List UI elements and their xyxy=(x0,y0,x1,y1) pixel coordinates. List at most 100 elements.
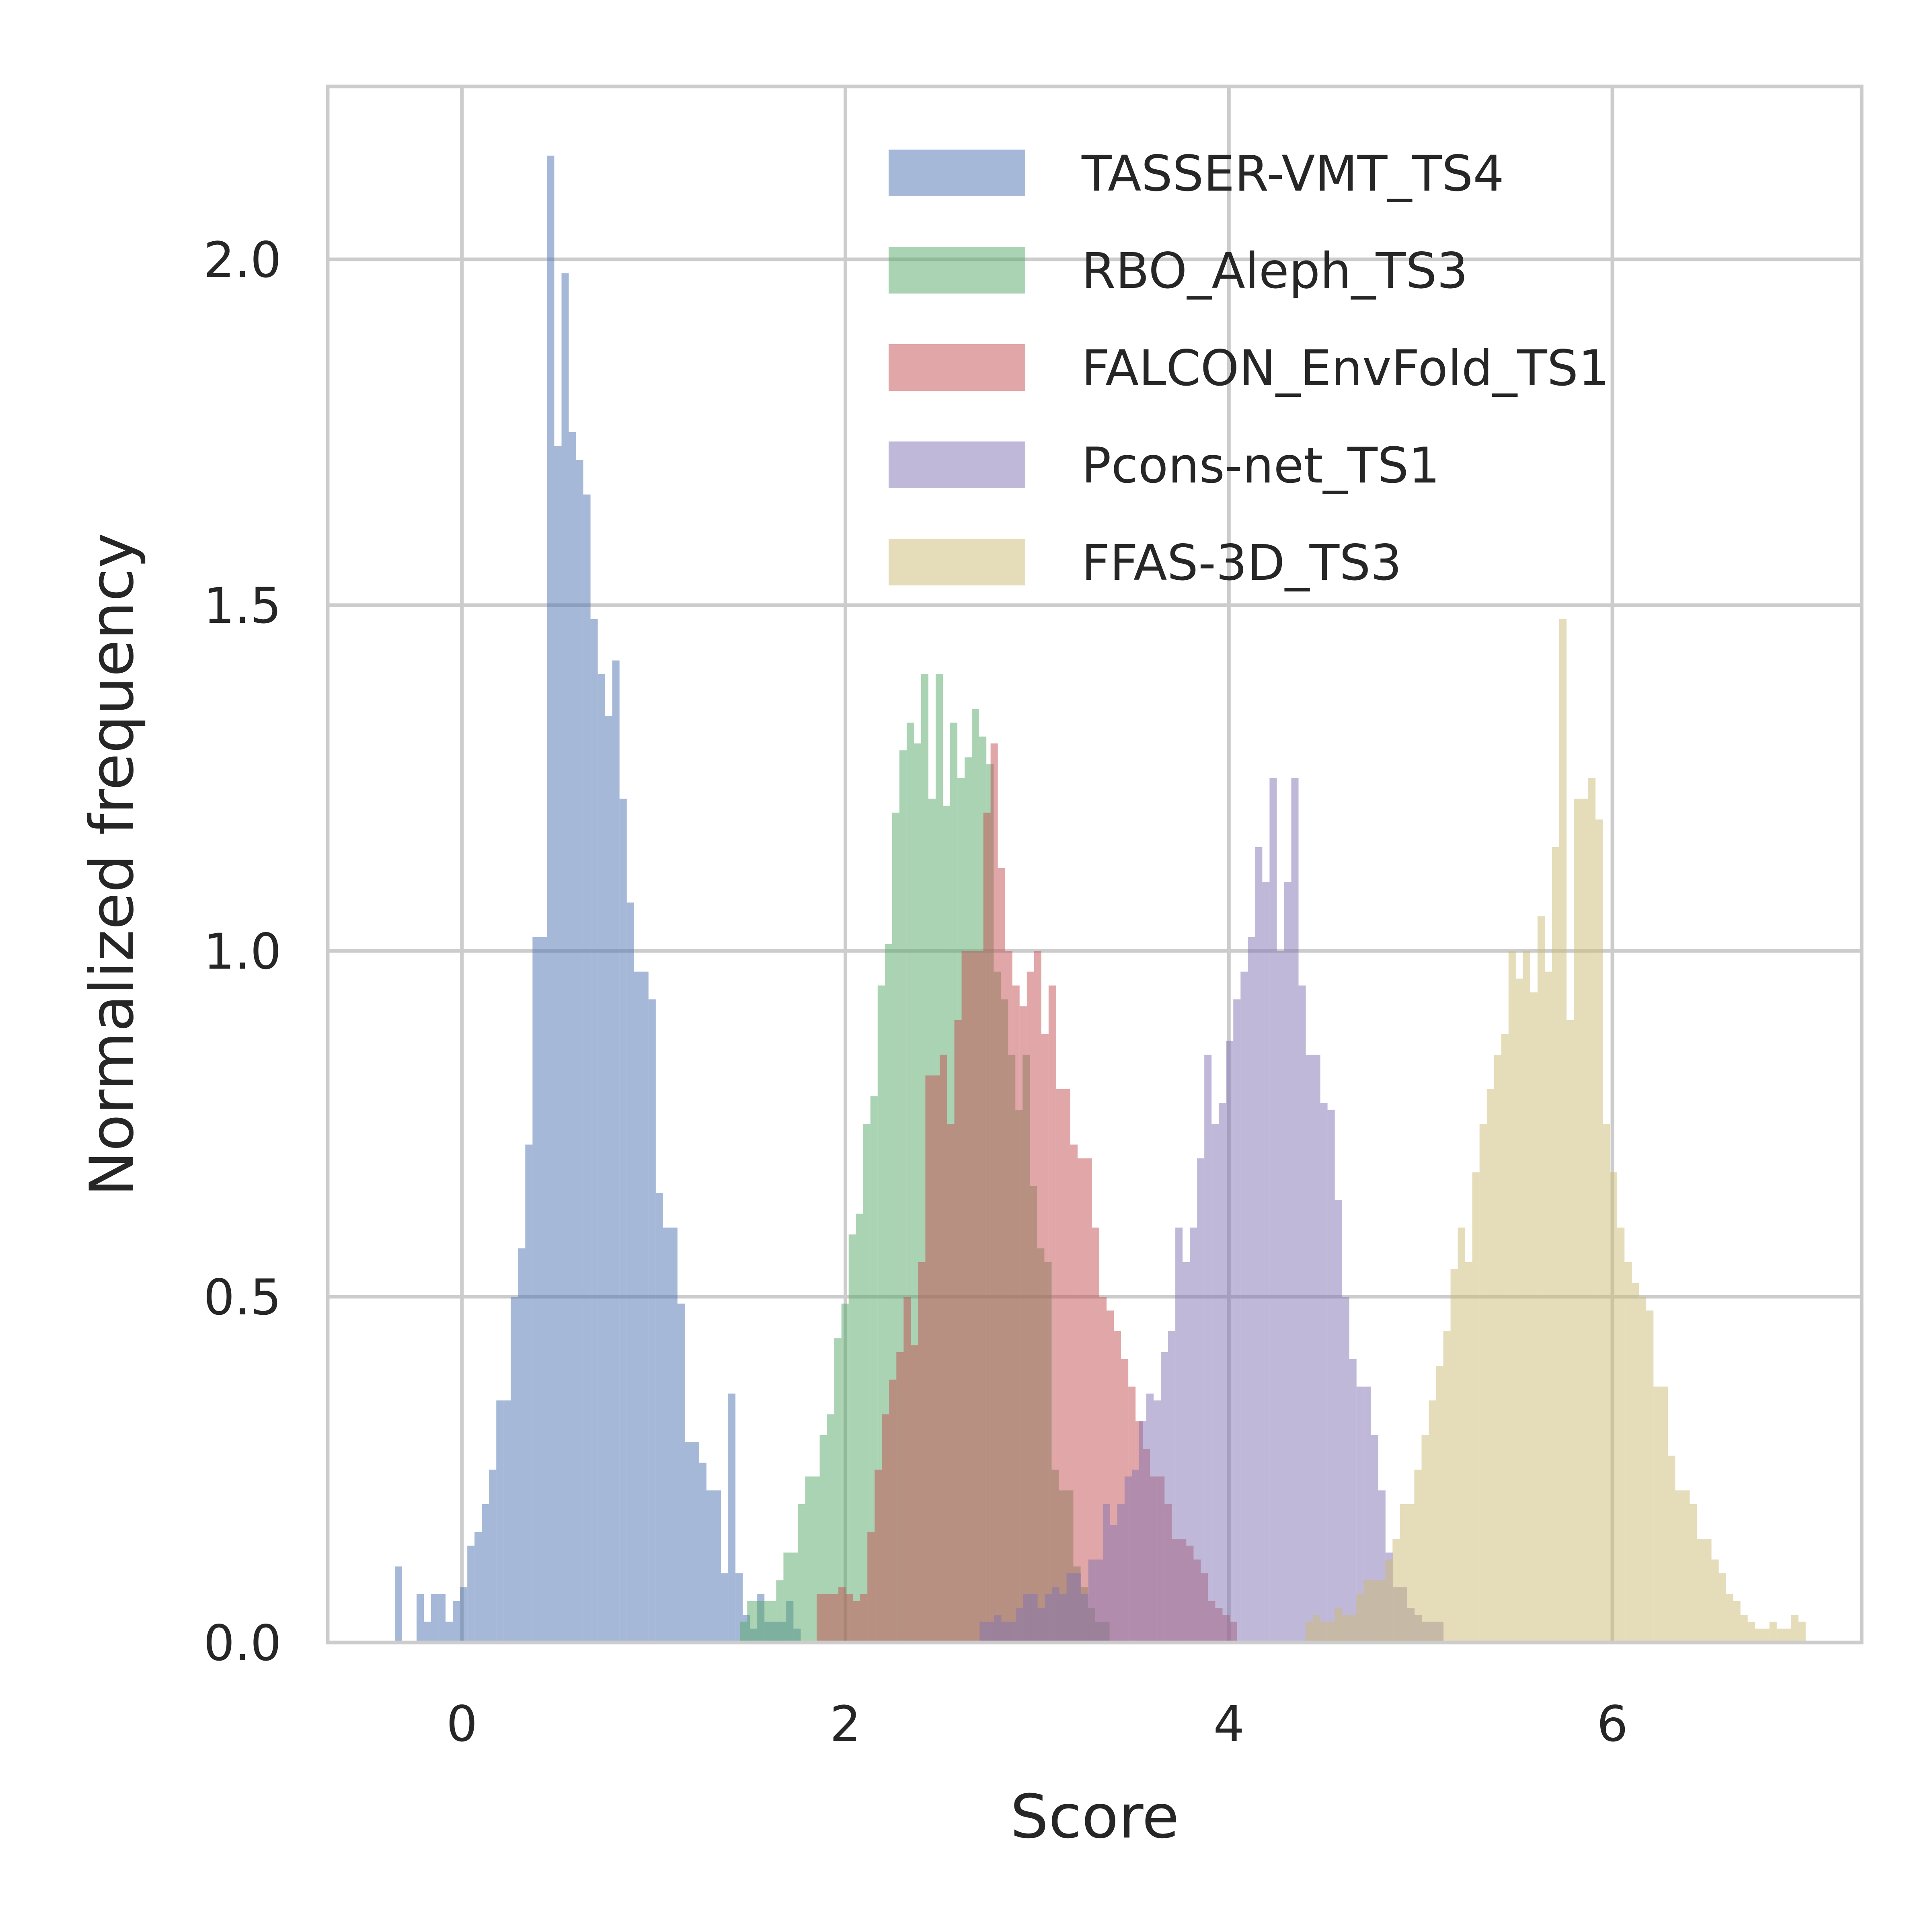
histogram-bar xyxy=(1023,1594,1031,1643)
histogram-bar xyxy=(1733,1601,1741,1643)
histogram-bar xyxy=(834,1338,842,1643)
histogram-bar xyxy=(976,951,983,1643)
histogram-bar xyxy=(1146,1393,1154,1643)
histogram-bar xyxy=(1711,1559,1719,1643)
histogram-bar xyxy=(1617,1228,1625,1643)
legend-swatch xyxy=(889,150,1025,196)
histogram-bar xyxy=(1313,1615,1320,1643)
histogram-bar xyxy=(1074,1573,1081,1643)
histogram-bar xyxy=(1581,799,1589,1643)
histogram-bar xyxy=(1704,1539,1712,1643)
histogram-bar xyxy=(1356,1594,1364,1643)
histogram-bar xyxy=(1008,1622,1016,1643)
x-tick-label: 6 xyxy=(1597,1696,1628,1753)
histogram-bar xyxy=(1465,1262,1472,1643)
histogram-bar xyxy=(467,1546,475,1643)
histogram-bar xyxy=(1421,1435,1429,1643)
histogram-bar xyxy=(838,1587,846,1643)
histogram-bar xyxy=(1320,1103,1328,1643)
histogram-bar xyxy=(1240,971,1248,1643)
legend-label: FALCON_EnvFold_TS1 xyxy=(1082,340,1610,397)
x-tick-label: 0 xyxy=(446,1696,478,1753)
histogram-bar xyxy=(1027,971,1034,1643)
histogram-bar xyxy=(1175,1228,1183,1643)
histogram-bar xyxy=(1019,1006,1027,1643)
histogram-bar xyxy=(453,1601,460,1643)
histogram-bar xyxy=(1798,1622,1806,1643)
histogram-bar xyxy=(1037,1608,1045,1643)
histogram-bar xyxy=(648,999,656,1643)
histogram-bar xyxy=(889,1380,897,1643)
histogram-bar xyxy=(918,1262,926,1643)
histogram-bar xyxy=(1588,778,1596,1643)
histogram-bar xyxy=(518,1248,526,1643)
legend-swatch xyxy=(889,539,1025,585)
histogram-bar xyxy=(1045,1594,1052,1643)
histogram-bar xyxy=(1479,1124,1487,1643)
histogram-bar xyxy=(824,1594,832,1643)
histogram-bar xyxy=(747,1601,755,1643)
legend-swatch xyxy=(889,344,1025,391)
histogram-bar xyxy=(947,1124,955,1643)
histogram-bar xyxy=(714,1490,721,1643)
histogram-bar xyxy=(1624,1262,1632,1643)
histogram-bar xyxy=(1084,1158,1092,1643)
histogram-bar xyxy=(597,674,605,1643)
x-tick-label: 2 xyxy=(830,1696,861,1753)
histogram-bar xyxy=(438,1594,446,1643)
histogram-bar xyxy=(474,1532,482,1643)
histogram-bar xyxy=(1262,882,1270,1643)
histogram-bar xyxy=(1197,1158,1205,1643)
histogram-bar xyxy=(1363,1386,1371,1643)
histogram-bar xyxy=(911,1345,918,1643)
histogram-bar xyxy=(1371,1580,1378,1643)
histogram-bar xyxy=(1291,778,1299,1643)
histogram-bar xyxy=(1298,986,1306,1643)
histogram-bar xyxy=(1690,1504,1697,1643)
histogram-bar xyxy=(1632,1283,1639,1643)
histogram-bar xyxy=(1041,1034,1049,1643)
legend-swatch xyxy=(889,247,1025,294)
histogram-bar xyxy=(684,1442,692,1643)
histogram-bar xyxy=(1284,882,1291,1643)
histogram-bar xyxy=(728,1393,736,1643)
histogram-bar xyxy=(1066,1573,1074,1643)
histogram-bar xyxy=(1153,1400,1161,1643)
histogram-bar xyxy=(619,799,627,1643)
histogram-bar xyxy=(776,1580,784,1643)
y-tick-label: 2.0 xyxy=(203,232,281,289)
histogram-bar xyxy=(532,937,540,1643)
legend: TASSER-VMT_TS4 RBO_Aleph_TS3 FALCON_EnvFol… xyxy=(889,145,1610,591)
histogram-bar xyxy=(416,1594,424,1643)
histogram-bar xyxy=(1269,778,1277,1643)
histogram-bar xyxy=(1530,992,1538,1643)
histogram-bar xyxy=(932,1075,940,1643)
histogram-bar xyxy=(1537,916,1545,1643)
histogram-bar xyxy=(940,1055,947,1643)
histogram-bar xyxy=(1559,619,1567,1643)
histogram-bar xyxy=(1400,1504,1407,1643)
histogram-bar xyxy=(1487,1089,1494,1643)
histogram-bar xyxy=(1740,1615,1748,1643)
histogram-bar xyxy=(1407,1504,1415,1643)
histogram-bar xyxy=(903,1297,911,1643)
series-4 xyxy=(1306,619,1806,1643)
histogram-bar xyxy=(1219,1103,1226,1643)
histogram-bar xyxy=(990,743,998,1643)
plot-frame xyxy=(326,84,1864,1645)
histogram-bar xyxy=(1226,1041,1234,1643)
histogram-bar xyxy=(1081,1594,1088,1643)
y-axis-label: Normalized frequency xyxy=(77,533,147,1197)
histogram-bar xyxy=(846,1594,853,1643)
histogram-bar xyxy=(511,1297,518,1643)
histogram-bar xyxy=(817,1594,824,1643)
histogram-bar xyxy=(677,1304,685,1643)
histogram-bar xyxy=(1103,1504,1110,1643)
histogram-bar xyxy=(634,971,641,1643)
y-tick-label: 1.5 xyxy=(203,577,281,634)
histogram-bar xyxy=(1110,1525,1117,1643)
histogram-bar xyxy=(576,460,583,1643)
histogram-bar xyxy=(1682,1490,1690,1643)
